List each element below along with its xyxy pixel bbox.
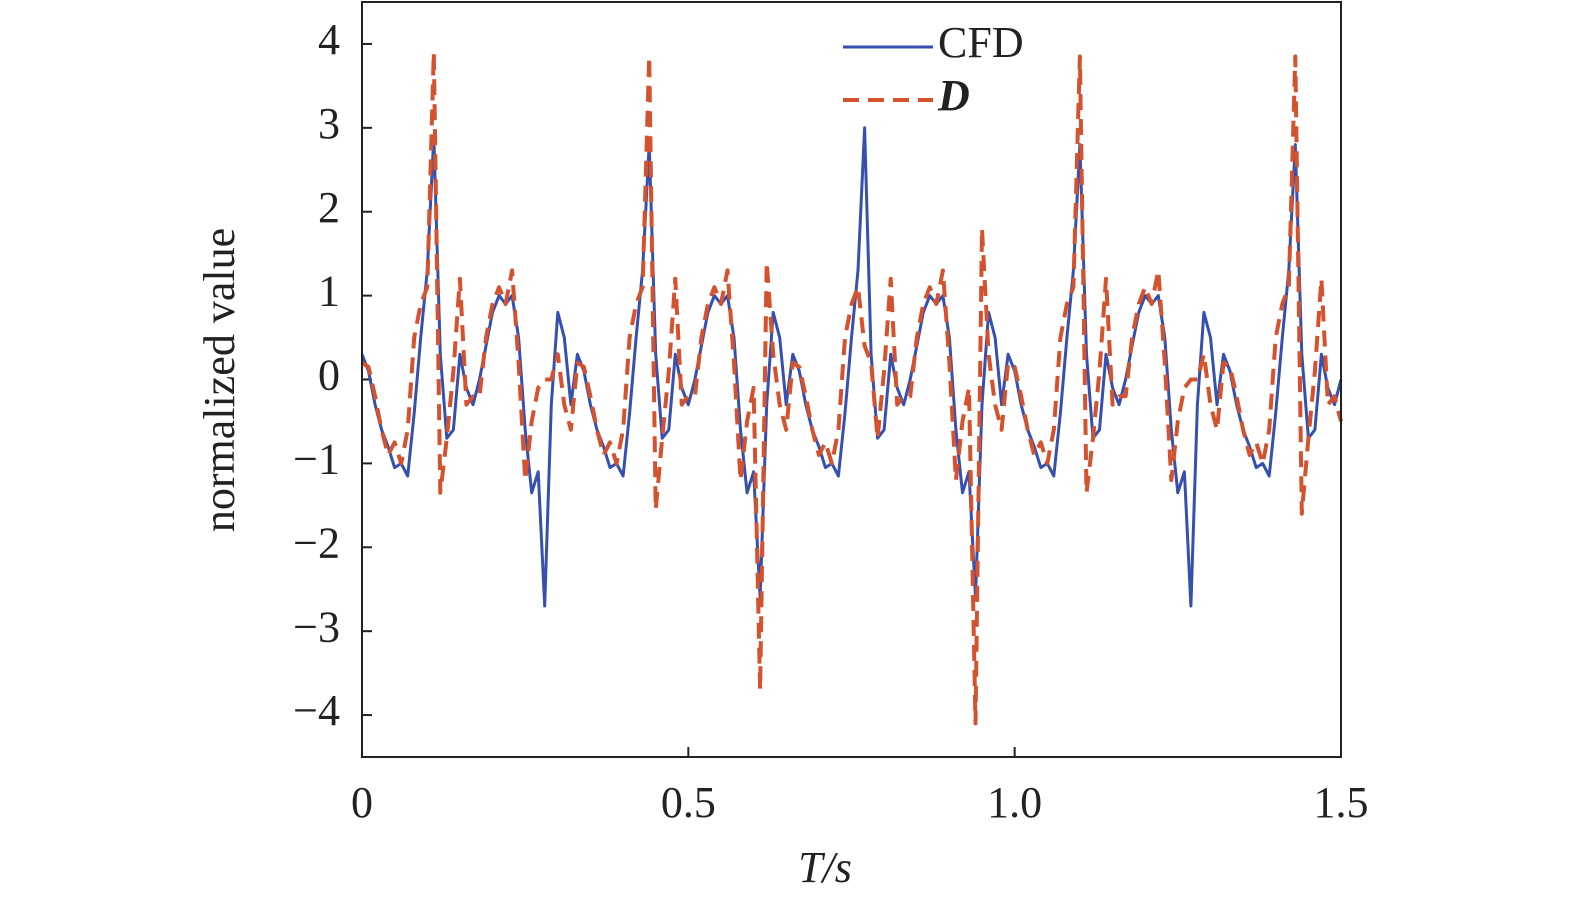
y-tick-label: 3	[318, 99, 340, 148]
y-tick-label: 2	[318, 183, 340, 232]
y-tick-label: −4	[293, 686, 340, 735]
y-tick-label: 1	[318, 267, 340, 316]
y-tick-label: −2	[293, 518, 340, 567]
legend-label: CFD	[938, 18, 1024, 67]
y-tick-label: −3	[293, 602, 340, 651]
x-tick-label: 1.5	[1314, 778, 1369, 827]
x-tick-label: 0	[351, 778, 373, 827]
series-line	[360, 126, 1343, 608]
x-tick-label: 0.5	[661, 778, 716, 827]
x-tick-label: 1.0	[987, 778, 1042, 827]
legend-label: D	[937, 71, 970, 120]
y-tick-label: 0	[318, 351, 340, 400]
y-tick-label: 4	[318, 15, 340, 64]
y-tick-label: −1	[293, 434, 340, 483]
plot-frame	[361, 1, 1342, 758]
x-axis-label: T/s	[798, 843, 852, 892]
y-axis-label: normalized value	[195, 228, 244, 532]
series-line	[360, 50, 1343, 726]
